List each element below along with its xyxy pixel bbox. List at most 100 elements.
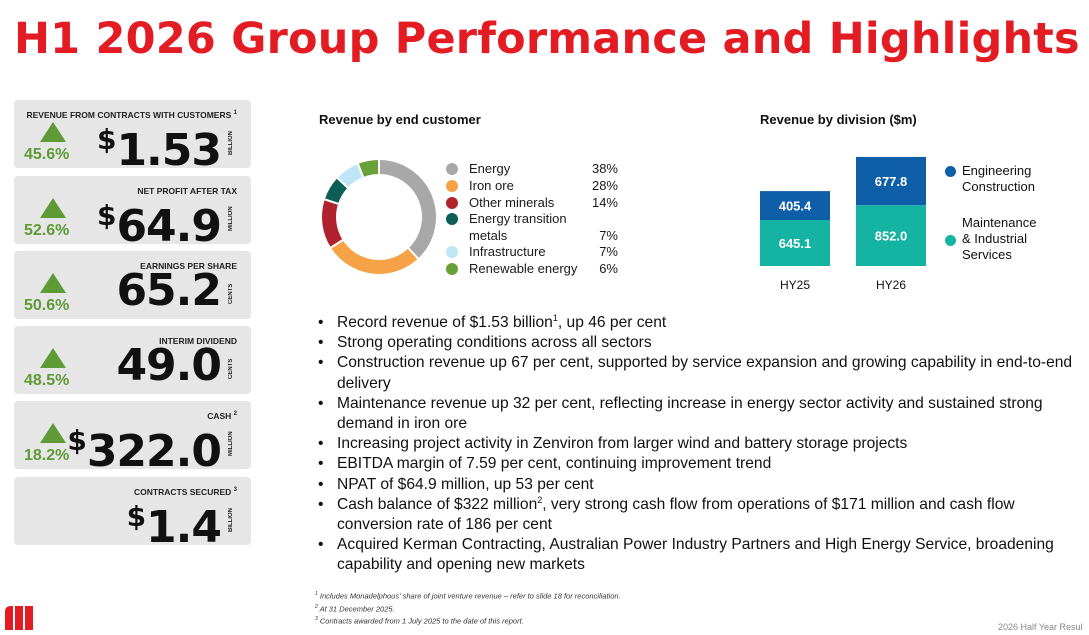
legend-item: Energy 38% bbox=[446, 161, 626, 178]
footnotes: 1 Includes Monadelphous' share of joint … bbox=[315, 589, 621, 627]
highlight-item: Maintenance revenue up 32 per cent, refl… bbox=[318, 394, 1078, 434]
kpi-value: $1.4 bbox=[126, 500, 222, 553]
highlight-item: Construction revenue up 67 per cent, sup… bbox=[318, 353, 1078, 393]
kpi-card: Earnings per share 50.6% 65.2 CENTS bbox=[14, 251, 251, 319]
legend-item: Other minerals 14% bbox=[446, 195, 626, 212]
kpi-card: Contracts secured 3 $1.4 BILLION bbox=[14, 477, 251, 553]
legend-dot-teal bbox=[945, 235, 956, 246]
bar-segment bbox=[760, 191, 830, 221]
kpi-card: Cash 2 18.2% $322.0 MILLION bbox=[14, 401, 251, 477]
kpi-unit: CENTS bbox=[228, 283, 234, 305]
legend-dot bbox=[446, 179, 458, 192]
kpi-label: Contracts secured 3 bbox=[134, 487, 237, 497]
legend-percent: 28% bbox=[591, 177, 618, 193]
legend-name: Iron ore bbox=[469, 177, 514, 193]
legend-percent: 7% bbox=[599, 228, 618, 244]
kpi-unit: CENTS bbox=[228, 358, 234, 380]
up-arrow-icon bbox=[40, 273, 66, 293]
legend-percent: 6% bbox=[599, 261, 618, 277]
legend-label-line: Construction bbox=[962, 179, 1035, 194]
donut-slice bbox=[356, 157, 380, 180]
legend-dot bbox=[446, 163, 458, 175]
kpi-value: $322.0 bbox=[67, 424, 222, 477]
company-logo-icon bbox=[5, 606, 33, 630]
legend-engineering-construction: Engineering Construction bbox=[945, 163, 1035, 195]
footnote: 1 Includes Monadelphous' share of joint … bbox=[315, 591, 621, 601]
page-footer: 2026 Half Year Resul bbox=[998, 622, 1083, 632]
bar-segment bbox=[856, 156, 926, 206]
donut-slice bbox=[378, 157, 438, 261]
kpi-value: 49.0 bbox=[116, 340, 222, 391]
highlight-item: Cash balance of $322 million2, very stro… bbox=[318, 495, 1078, 535]
legend-item: Energy transition metals 7% bbox=[446, 211, 626, 244]
donut-slice bbox=[328, 238, 421, 276]
legend-percent: 38% bbox=[591, 161, 618, 176]
kpi-label: Net profit after tax bbox=[137, 186, 237, 196]
kpi-label: Cash 2 bbox=[207, 411, 237, 421]
highlight-item: EBITDA margin of 7.59 per cent, continui… bbox=[318, 454, 1078, 474]
kpi-change: 48.5% bbox=[24, 372, 70, 389]
up-arrow-icon bbox=[40, 423, 66, 443]
legend-item: Infrastructure 7% bbox=[446, 244, 626, 261]
kpi-label: Interim dividend bbox=[159, 336, 237, 346]
footnote: 3 Contracts awarded from 1 July 2025 to … bbox=[315, 616, 524, 626]
highlights-list: Record revenue of $1.53 billion1, up 46 … bbox=[318, 313, 1078, 576]
legend-name: Other minerals bbox=[469, 194, 555, 210]
up-arrow-icon bbox=[40, 122, 66, 142]
kpi-value: $1.53 bbox=[96, 123, 222, 176]
legend-dot bbox=[446, 246, 458, 259]
legend-label-line: Engineering bbox=[962, 163, 1032, 178]
donut-legend: Energy 38% Iron ore 28% Other minerals 14% Ene… bbox=[446, 161, 626, 278]
legend-item: Iron ore 28% bbox=[446, 178, 626, 195]
legend-name: Infrastructure bbox=[469, 244, 546, 260]
legend-dot bbox=[446, 213, 458, 226]
kpi-change: 52.6% bbox=[24, 222, 70, 239]
bar-category-label: HY25 bbox=[780, 278, 810, 292]
legend-name: Renewable energy bbox=[469, 261, 578, 277]
up-arrow-icon bbox=[40, 198, 66, 218]
kpi-card: Revenue from contracts with customers 1 4… bbox=[14, 100, 251, 176]
highlight-item: Strong operating conditions across all s… bbox=[318, 333, 1078, 353]
highlight-item: NPAT of $64.9 million, up 53 per cent bbox=[318, 475, 1078, 495]
donut-slice bbox=[320, 197, 345, 250]
legend-label-line: Maintenance bbox=[962, 215, 1037, 230]
bar-chart-title: Revenue by division ($m) bbox=[760, 112, 917, 127]
legend-dot-blue bbox=[945, 166, 956, 177]
highlight-item: Acquired Kerman Contracting, Australian … bbox=[318, 535, 1078, 575]
donut-chart-title: Revenue by end customer bbox=[319, 112, 481, 127]
kpi-value: 65.2 bbox=[116, 265, 222, 316]
legend-dot bbox=[446, 196, 458, 209]
legend-maintenance-services: Maintenance & Industrial Services bbox=[945, 215, 1037, 263]
donut-chart bbox=[320, 157, 438, 276]
kpi-change: 18.2% bbox=[24, 447, 70, 464]
bar-value-label: 852.0 bbox=[875, 229, 908, 244]
kpi-label: Revenue from contracts with customers 1 bbox=[26, 110, 237, 120]
legend-percent: 7% bbox=[599, 244, 618, 260]
kpi-change: 50.6% bbox=[24, 297, 70, 314]
kpi-card: Interim dividend 48.5% 49.0 CENTS bbox=[14, 326, 251, 394]
kpi-change: 45.6% bbox=[24, 146, 70, 163]
legend-name: Energy bbox=[469, 161, 511, 176]
bar-value-label: 405.4 bbox=[779, 199, 812, 214]
up-arrow-icon bbox=[40, 348, 66, 368]
legend-label-line: & Industrial bbox=[962, 231, 1028, 246]
highlight-item: Increasing project activity in Zenviron … bbox=[318, 434, 1078, 454]
legend-name: Energy transition metals bbox=[469, 211, 567, 243]
page-title: H1 2026 Group Performance and Highlights bbox=[14, 14, 1080, 64]
kpi-unit: BILLION bbox=[228, 131, 234, 155]
legend-percent: 14% bbox=[591, 194, 618, 210]
kpi-value: $64.9 bbox=[96, 199, 222, 252]
footnote: 2 At 31 December 2025. bbox=[315, 603, 395, 614]
bar-value-label: 677.8 bbox=[875, 174, 908, 189]
bar-category-label: HY26 bbox=[876, 278, 906, 292]
kpi-unit: BILLION bbox=[228, 508, 234, 532]
highlight-item: Record revenue of $1.53 billion1, up 46 … bbox=[318, 313, 1078, 333]
legend-item: Renewable energy 6% bbox=[446, 261, 626, 278]
bar-segment bbox=[760, 220, 830, 266]
kpi-card: Net profit after tax 52.6% $64.9 MILLION bbox=[14, 176, 251, 252]
legend-dot bbox=[446, 263, 458, 276]
bar-value-label: 645.1 bbox=[779, 236, 812, 251]
kpi-label: Earnings per share bbox=[140, 261, 237, 271]
bar-chart: 645.1 405.4 HY25 852.0 677.8 HY26 bbox=[760, 156, 926, 292]
legend-label-line: Services bbox=[962, 247, 1012, 262]
